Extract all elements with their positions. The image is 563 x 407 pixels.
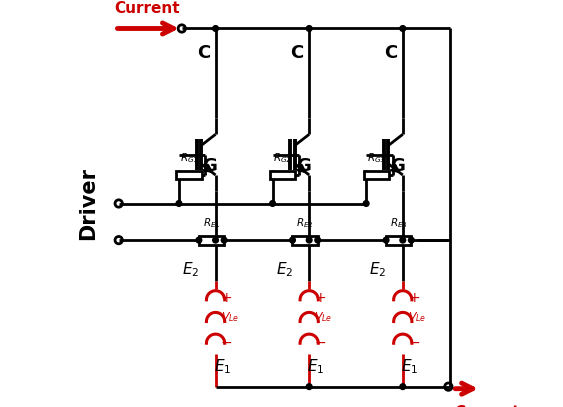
Circle shape	[270, 201, 275, 206]
Text: C: C	[384, 44, 397, 62]
Text: $R_{E3}$: $R_{E3}$	[390, 216, 408, 230]
Circle shape	[306, 237, 312, 243]
Text: $V_{Le}$: $V_{Le}$	[408, 311, 426, 324]
Text: G: G	[296, 157, 311, 175]
Circle shape	[383, 237, 389, 243]
Text: −: −	[315, 336, 326, 350]
Text: $E_2$: $E_2$	[182, 260, 199, 279]
Text: Current: Current	[115, 1, 180, 16]
Circle shape	[315, 237, 320, 243]
Circle shape	[213, 237, 218, 243]
Text: $E_2$: $E_2$	[276, 260, 293, 279]
Text: −: −	[221, 336, 233, 350]
Text: +: +	[408, 291, 419, 305]
Text: Driver: Driver	[78, 167, 98, 240]
Text: G: G	[203, 157, 217, 175]
Text: $R_{E1}$: $R_{E1}$	[203, 216, 220, 230]
Text: G: G	[390, 157, 405, 175]
Text: $V_{Le}$: $V_{Le}$	[221, 311, 239, 324]
Circle shape	[400, 237, 405, 243]
Text: $R_{E2}$: $R_{E2}$	[296, 216, 314, 230]
Circle shape	[409, 237, 414, 243]
Circle shape	[196, 237, 202, 243]
Text: $R_{G3}$: $R_{G3}$	[367, 151, 386, 165]
Circle shape	[221, 237, 227, 243]
Circle shape	[363, 201, 369, 206]
Text: C: C	[196, 44, 210, 62]
Text: $R_{G1}$: $R_{G1}$	[180, 151, 199, 165]
Bar	[199, 236, 224, 245]
Bar	[386, 236, 412, 245]
Bar	[293, 236, 318, 245]
Bar	[176, 171, 202, 179]
Text: $E_1$: $E_1$	[401, 358, 418, 376]
Text: Current: Current	[454, 405, 520, 407]
Text: $V_{Le}$: $V_{Le}$	[315, 311, 333, 324]
Text: $E_2$: $E_2$	[369, 260, 387, 279]
Text: $E_1$: $E_1$	[213, 358, 231, 376]
Text: $R_{G2}$: $R_{G2}$	[274, 151, 292, 165]
Text: +: +	[315, 291, 326, 305]
Circle shape	[306, 26, 312, 31]
Circle shape	[306, 384, 312, 389]
Text: $E_1$: $E_1$	[307, 358, 324, 376]
Circle shape	[400, 384, 405, 389]
Text: −: −	[408, 336, 419, 350]
Circle shape	[289, 237, 296, 243]
Circle shape	[213, 26, 218, 31]
Circle shape	[400, 26, 405, 31]
Bar	[270, 171, 296, 179]
Text: C: C	[291, 44, 303, 62]
Bar	[364, 171, 389, 179]
Circle shape	[176, 201, 182, 206]
Text: +: +	[221, 291, 233, 305]
